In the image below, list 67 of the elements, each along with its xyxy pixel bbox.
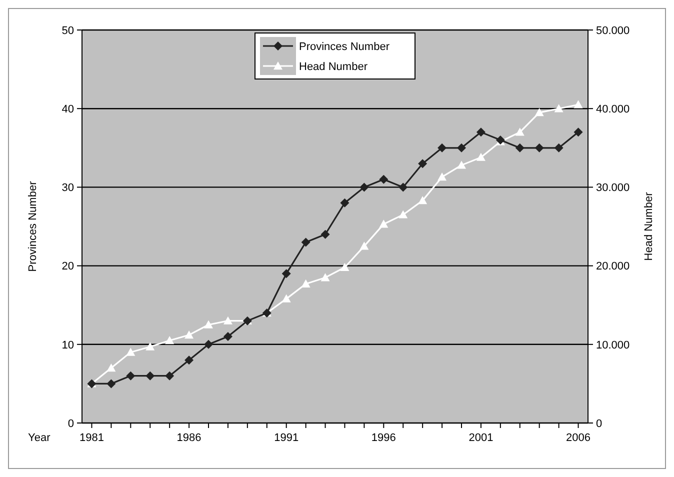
y2-tick-label: 10.000 [596,339,630,352]
x-tick-label: 1996 [371,432,396,444]
legend-label: Head Number [299,60,368,73]
point [438,172,447,181]
x-tick-label: 1981 [79,432,104,444]
point [223,316,232,324]
point [515,128,524,136]
y2-tick-label: 50.000 [596,24,630,37]
x-tick-label: 2001 [468,432,494,444]
point [360,242,369,250]
y2-tick-label: 30.000 [596,182,630,194]
point [106,363,116,372]
point [184,356,194,365]
point [418,196,428,204]
point [574,100,583,108]
y-tick-label: 20 [62,260,74,273]
point [204,340,213,349]
point [379,220,388,228]
point [340,262,350,271]
point [554,143,564,152]
legend-label: Provinces Number [299,40,390,53]
point [126,371,136,380]
point [515,143,524,152]
point [165,336,174,344]
y-tick-label: 10 [62,339,74,352]
x-tick-label: 1986 [176,432,202,444]
point [165,371,174,380]
y-tick-label: 50 [62,24,74,37]
y2-tick-label: 0 [596,418,602,430]
y2-tick-label: 40.000 [596,103,630,116]
point [282,294,291,302]
point [126,348,136,356]
point [106,379,116,388]
point [301,238,310,247]
point [223,332,232,342]
y-tick-label: 0 [68,418,74,430]
point [320,273,330,282]
x-tick-label: 1991 [274,432,299,444]
point [554,104,564,112]
point [146,342,155,350]
point [534,143,544,152]
point [418,159,428,168]
point [398,210,408,218]
point [146,371,155,380]
point [438,143,447,152]
y2-axis-title: Head Number [643,192,655,261]
point [574,128,583,137]
x-axis-title: Year [28,432,51,444]
point [282,269,291,278]
y-axis-title: Provinces Number [27,180,39,272]
point [534,108,544,116]
point [204,320,213,328]
point [476,128,486,137]
y-tick-label: 30 [62,182,74,194]
point [457,160,466,169]
point [320,230,330,239]
point [184,330,194,339]
point [360,182,369,192]
x-tick-label: 2006 [566,432,591,444]
point [476,152,486,161]
y2-tick-label: 20.000 [596,260,630,273]
y-tick-label: 40 [62,103,74,116]
point [340,198,350,208]
point [301,279,310,288]
point [379,174,388,184]
point [457,143,466,152]
point [398,182,408,192]
